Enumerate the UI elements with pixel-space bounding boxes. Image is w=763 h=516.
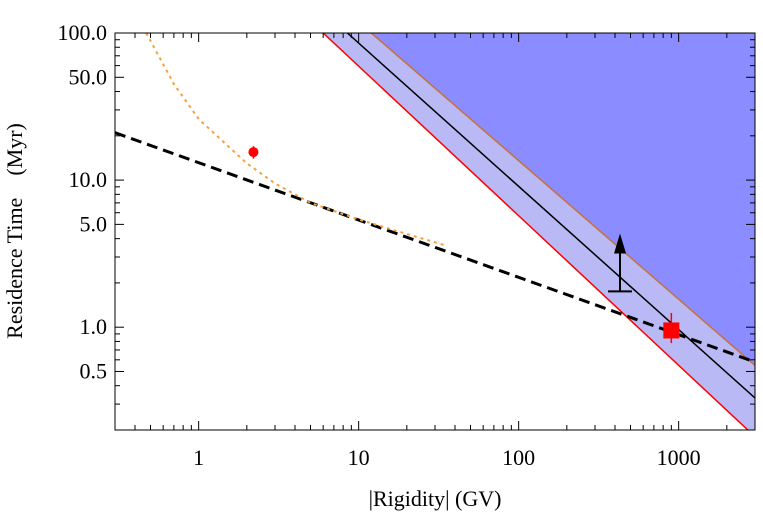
lower-limit-arrow-head [614, 233, 627, 254]
red-circle-point [248, 147, 259, 158]
data-markers [248, 146, 680, 344]
axis-ticks [114, 32, 756, 431]
uncertainty-band [323, 33, 755, 430]
series-upper-band-edge [370, 33, 755, 366]
y-tick-label: 10.0 [69, 167, 108, 192]
series-dashed-power-law [115, 131, 755, 364]
x-tick-label: 10 [348, 445, 370, 470]
series-central-line [346, 33, 755, 399]
x-tick-label: 100 [502, 445, 535, 470]
x-tick-label: 1000 [657, 445, 701, 470]
y-tick-label: 0.5 [80, 358, 108, 383]
y-tick-label: 5.0 [80, 211, 108, 236]
red-square-point [663, 322, 680, 339]
y-tick-label: 50.0 [69, 64, 108, 89]
y-tick-labels: 100.0 50.0 10.0 5.0 1.0 0.5 [58, 20, 108, 383]
x-tick-label: 1 [193, 445, 204, 470]
y-tick-label: 1.0 [80, 314, 108, 339]
x-tick-labels: 1 10 100 1000 [193, 445, 701, 470]
x-axis-title: |Rigidity| (GV) [369, 486, 502, 511]
y-tick-label: 100.0 [58, 20, 108, 45]
series-lines [115, 33, 755, 430]
series-lower-band-edge [322, 33, 749, 430]
y-axis-title: Residence Time (Myr) [2, 123, 27, 339]
series-dotted-curve [145, 33, 446, 247]
